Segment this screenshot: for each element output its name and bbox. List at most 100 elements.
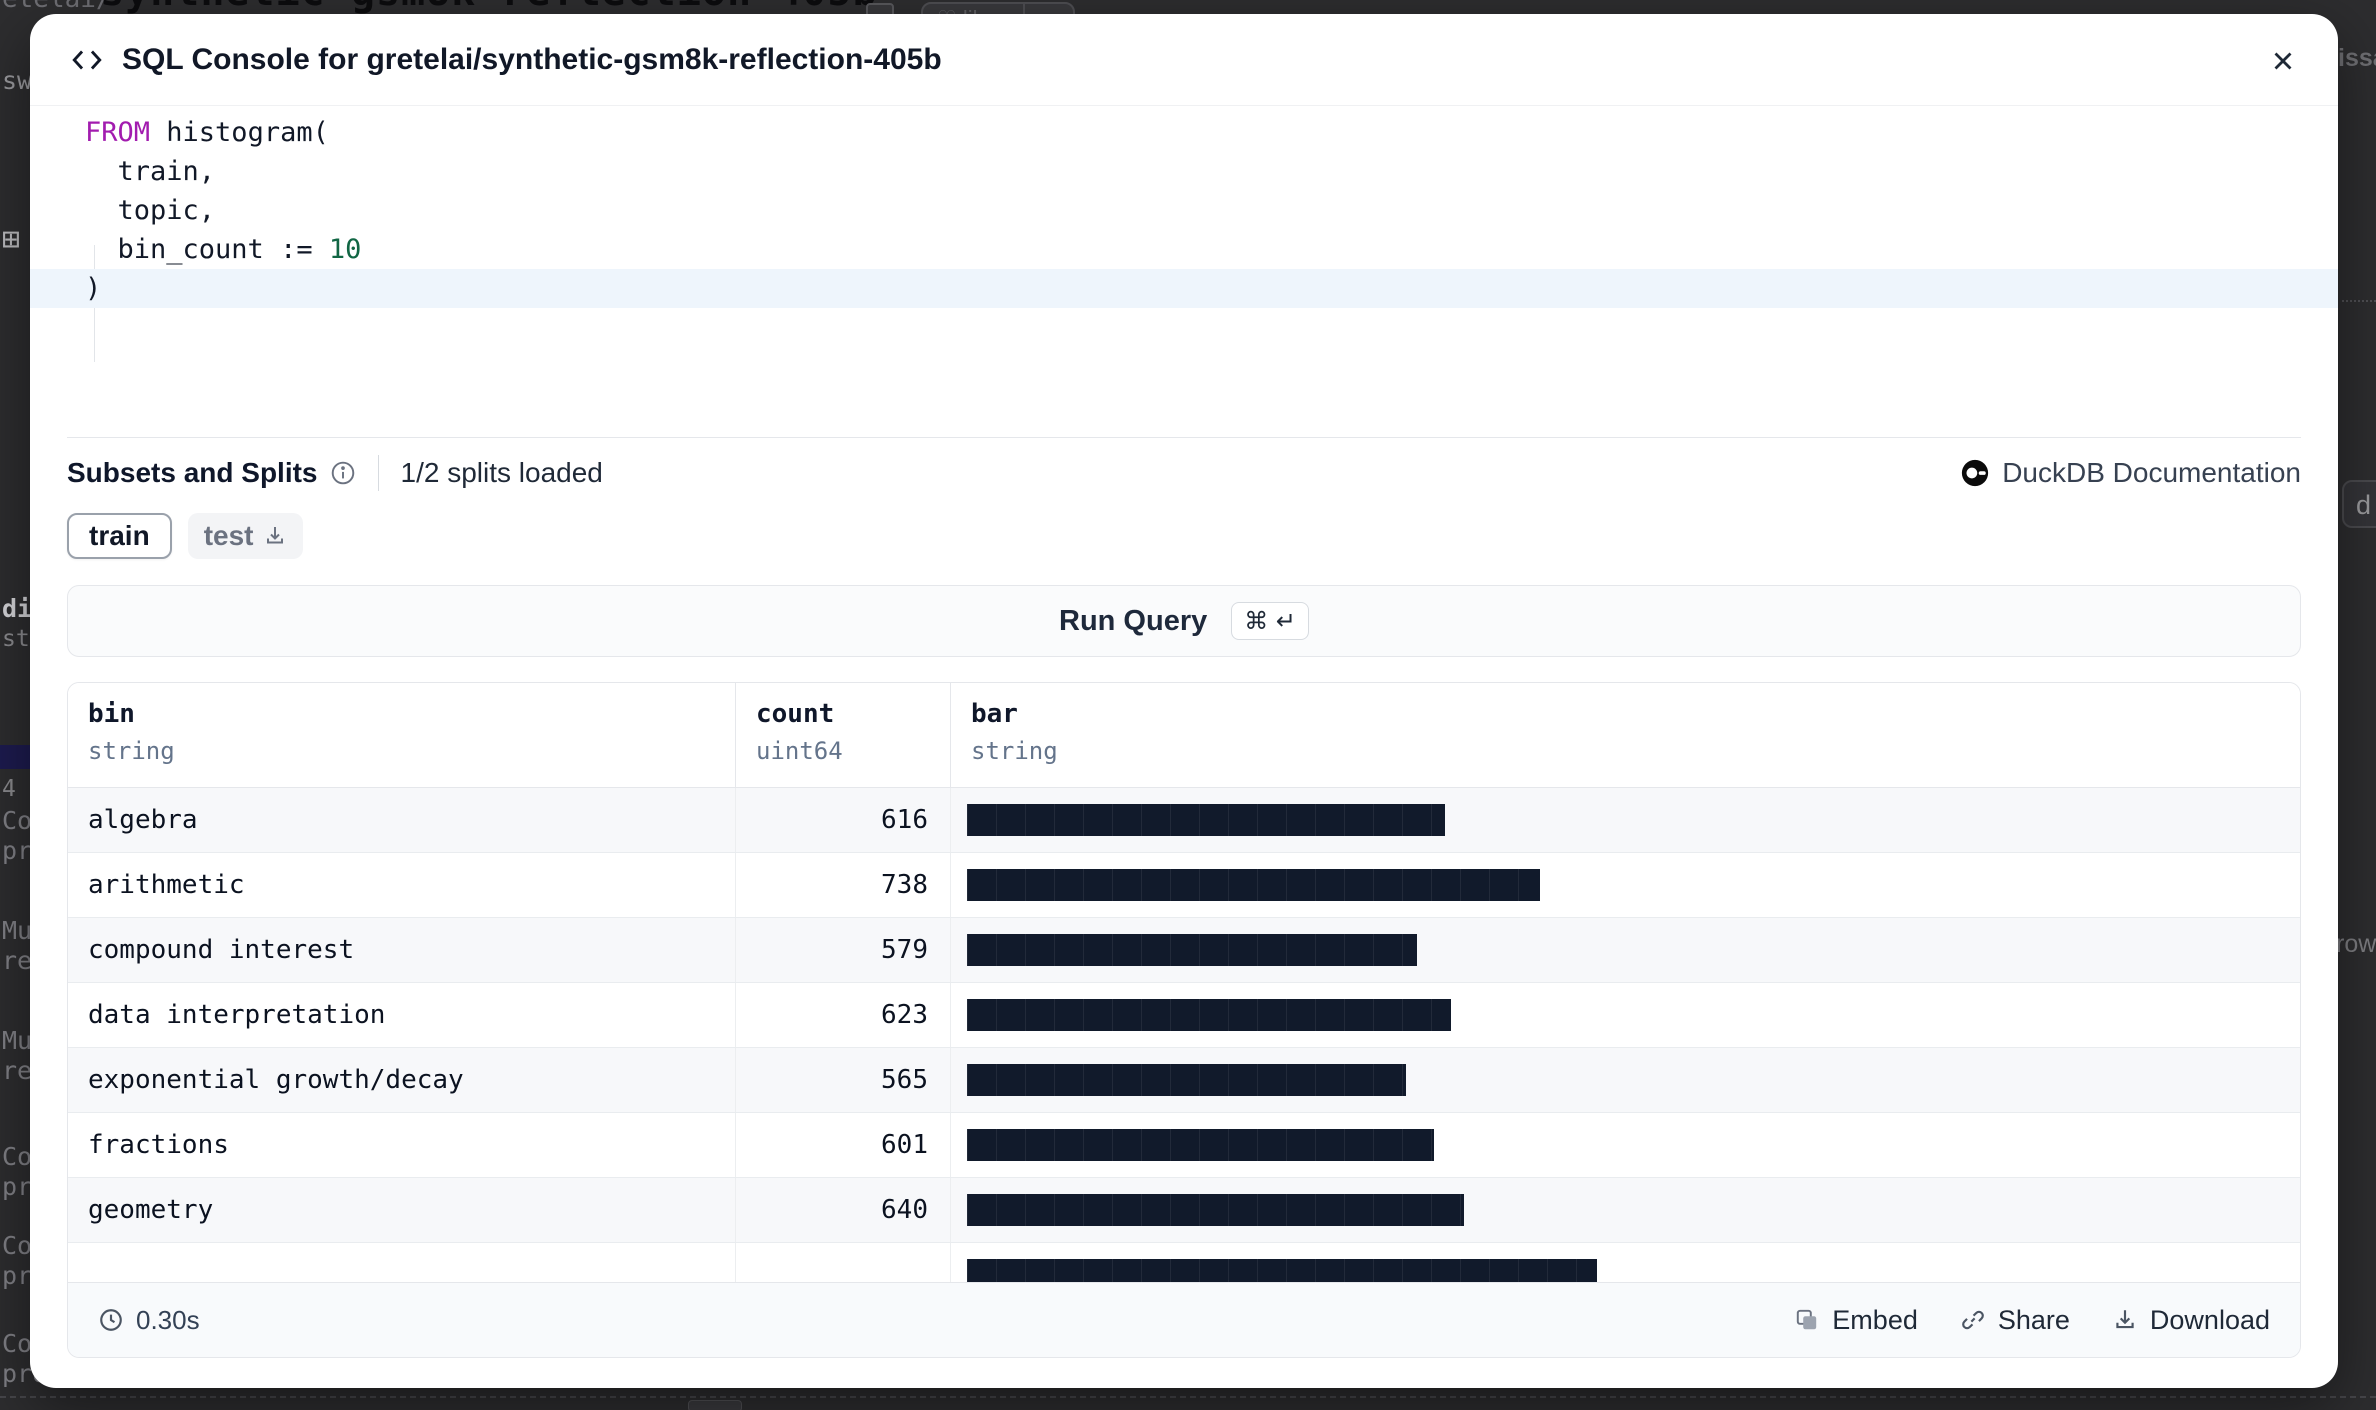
embed-button[interactable]: Embed	[1794, 1305, 1918, 1336]
bar-cell	[951, 788, 2300, 852]
run-query-button[interactable]: Run Query ⌘ ↵	[67, 585, 2301, 657]
bar-cell	[951, 1178, 2300, 1242]
info-icon[interactable]	[330, 460, 356, 486]
duckdb-documentation-label: DuckDB Documentation	[2002, 457, 2301, 488]
modal-title: SQL Console for gretelai/synthetic-gsm8k…	[122, 42, 942, 76]
backdrop-dashed-line	[0, 1396, 2376, 1398]
split-pill-train[interactable]: train	[67, 513, 172, 559]
backdrop-highlight-bar	[0, 745, 30, 769]
table-row[interactable]: compound interest 579	[68, 918, 2300, 983]
code-line[interactable]: train,	[30, 152, 2338, 191]
embed-icon	[1797, 1309, 1817, 1330]
backdrop-pill-fragment: d	[2342, 480, 2376, 528]
code-token: FROM	[85, 117, 151, 148]
backdrop-dataset-title-fragment: synthetic-gsm8k-reflection-405b	[100, 0, 878, 14]
results-table-header: bin string count uint64 bar string	[68, 683, 2300, 788]
clock-icon	[100, 1309, 122, 1331]
results-table: bin string count uint64 bar string algebra 616…	[67, 682, 2301, 1358]
share-label: Share	[1997, 1304, 2070, 1335]
vertical-separator	[377, 455, 379, 491]
code-token: bin_count :=	[85, 234, 329, 265]
backdrop-croissant-fragment: issa	[2338, 44, 2376, 72]
download-icon	[267, 527, 284, 544]
histogram-bar	[967, 1259, 1597, 1282]
histogram-bar	[967, 1194, 1464, 1226]
histogram-bar	[967, 1129, 1434, 1161]
table-row[interactable]: algebra 616	[68, 788, 2300, 853]
bar-cell	[951, 1048, 2300, 1112]
splits-loaded-status: 1/2 splits loaded	[400, 457, 603, 488]
code-line[interactable]: bin_count := 10	[30, 230, 2338, 269]
results-footer: 0.30s Embed	[68, 1282, 2300, 1357]
bar-cell	[951, 1113, 2300, 1177]
query-duration: 0.30s	[98, 1305, 200, 1336]
bin-cell: data interpretation	[68, 983, 736, 1047]
column-name: bin	[88, 699, 135, 729]
backdrop-page-header: etelai/ synthetic-gsm8k-reflection-405b …	[0, 0, 2338, 14]
backdrop-text-fragment: sw	[2, 66, 33, 95]
bin-cell: algebra	[68, 788, 736, 852]
table-row[interactable]: arithmetic 738	[68, 853, 2300, 918]
split-pill-label: train	[89, 520, 150, 551]
code-token: topic,	[85, 195, 216, 226]
count-cell: 640	[736, 1178, 951, 1242]
backdrop-tab-fragment	[688, 1400, 742, 1410]
bin-cell: exponential growth/decay	[68, 1048, 736, 1112]
section-divider	[67, 437, 2301, 438]
column-header-count[interactable]: count uint64	[736, 683, 951, 787]
close-button[interactable]	[2264, 42, 2302, 80]
column-name: count	[756, 699, 835, 729]
code-token: histogram(	[150, 117, 329, 148]
bin-cell: arithmetic	[68, 853, 736, 917]
column-name: bar	[971, 699, 1018, 729]
count-cell	[736, 1243, 951, 1282]
histogram-bar	[967, 804, 1445, 836]
code-token: train,	[85, 156, 216, 187]
histogram-bar	[967, 1064, 1406, 1096]
split-pill-test[interactable]: test	[187, 513, 304, 559]
code-line[interactable]: )	[30, 269, 2338, 308]
column-type: string	[971, 737, 1058, 765]
histogram-bar	[967, 999, 1451, 1031]
code-line[interactable]: topic,	[30, 191, 2338, 230]
count-cell: 579	[736, 918, 951, 982]
backdrop-owner-fragment: etelai/	[2, 0, 112, 14]
column-header-bar[interactable]: bar string	[951, 683, 2300, 787]
results-table-body[interactable]: algebra 616 arithmetic 738 compound interest…	[68, 788, 2300, 1282]
download-button[interactable]: Download	[2112, 1305, 2270, 1336]
table-row[interactable]: data interpretation 623	[68, 983, 2300, 1048]
bar-cell	[951, 983, 2300, 1047]
sql-editor[interactable]: FROM histogram( train, topic, bin_count …	[30, 107, 2338, 362]
like-label-fragment: ♡ lik	[937, 6, 984, 14]
share-button[interactable]: Share	[1960, 1305, 2070, 1336]
download-label: Download	[2149, 1304, 2270, 1335]
code-line[interactable]: FROM histogram(	[30, 113, 2338, 152]
table-row[interactable]: fractions 601	[68, 1113, 2300, 1178]
histogram-bar	[967, 934, 1417, 966]
table-row[interactable]: geometry 640	[68, 1178, 2300, 1243]
embed-label: Embed	[1832, 1304, 1918, 1335]
code-token: 10	[328, 234, 362, 265]
bin-cell: fractions	[68, 1113, 736, 1177]
download-icon	[2116, 1310, 2134, 1329]
histogram-bar	[967, 869, 1540, 901]
table-row[interactable]	[68, 1243, 2300, 1282]
modal-header: SQL Console for gretelai/synthetic-gsm8k…	[30, 14, 2338, 106]
duckdb-documentation-link[interactable]: DuckDB Documentation	[1960, 457, 2301, 489]
code-token: )	[85, 273, 102, 304]
split-pill-label: test	[203, 520, 254, 551]
backdrop-dotted-line	[2342, 300, 2376, 302]
column-header-bin[interactable]: bin string	[68, 683, 736, 787]
count-cell: 601	[736, 1113, 951, 1177]
subsets-and-splits-row: Subsets and Splits 1/2 splits loaded Duc…	[67, 451, 2301, 495]
backdrop-rows-fragment: row	[2336, 930, 2376, 958]
bin-cell: compound interest	[68, 918, 736, 982]
split-pills: train test	[67, 513, 304, 559]
query-duration-value: 0.30s	[136, 1304, 200, 1335]
keyboard-shortcut-badge: ⌘ ↵	[1231, 602, 1309, 640]
like-button-fragment: ♡ lik	[921, 2, 1075, 14]
run-query-label: Run Query	[1059, 604, 1208, 637]
bar-cell	[951, 1243, 2300, 1282]
table-row[interactable]: exponential growth/decay 565	[68, 1048, 2300, 1113]
